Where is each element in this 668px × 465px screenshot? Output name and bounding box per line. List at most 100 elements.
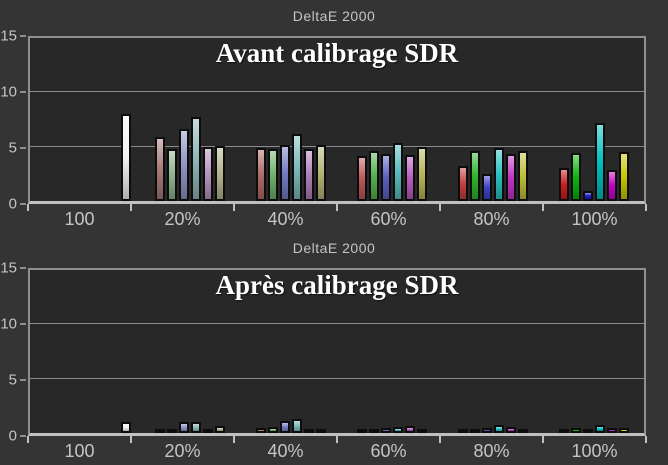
bar-cyan bbox=[594, 425, 605, 433]
bar-yellow bbox=[315, 144, 326, 201]
bar-yellow bbox=[517, 429, 528, 433]
plot-subtitle: Après calibrage SDR bbox=[215, 270, 459, 300]
bar-magenta bbox=[505, 154, 516, 201]
x-axis-tick bbox=[439, 436, 441, 443]
x-axis-tick bbox=[542, 204, 544, 211]
plot-area: Après calibrage SDR bbox=[28, 268, 646, 436]
bar-cyan bbox=[190, 422, 201, 433]
x-axis-label-60%: 60% bbox=[370, 441, 407, 461]
y-axis: 0 5 10 15 bbox=[0, 29, 26, 212]
bar-red bbox=[154, 136, 165, 201]
y-axis-tick bbox=[20, 91, 26, 93]
x-axis-label-100: 100 bbox=[64, 441, 95, 461]
bar-group-80% bbox=[442, 270, 543, 433]
bar-yellow bbox=[618, 427, 629, 433]
bar-yellow bbox=[315, 429, 326, 433]
bar-yellow bbox=[416, 429, 427, 433]
bar-blue bbox=[279, 144, 290, 201]
bar-blue bbox=[481, 427, 492, 433]
x-axis-label-100: 100 bbox=[64, 209, 95, 229]
x-axis-tick bbox=[27, 436, 29, 443]
bar-magenta bbox=[303, 148, 314, 201]
bar-magenta bbox=[404, 425, 415, 433]
x-axis-label-100%: 100% bbox=[571, 209, 618, 229]
bar-yellow bbox=[416, 146, 427, 201]
y-axis-label-15: 15 bbox=[0, 27, 17, 45]
y-axis-label-10: 10 bbox=[0, 83, 17, 101]
bar-group-40% bbox=[240, 38, 341, 201]
gridline-10 bbox=[30, 91, 644, 93]
bar-group-60% bbox=[341, 38, 442, 201]
bar-blue bbox=[481, 173, 492, 201]
bar-green bbox=[570, 428, 581, 433]
x-axis-tick bbox=[130, 204, 132, 211]
x-axis-label-20%: 20% bbox=[164, 209, 201, 229]
x-axis-tick bbox=[27, 204, 29, 211]
bar-red bbox=[558, 429, 569, 433]
x-axis-tick bbox=[645, 204, 647, 211]
bar-blue bbox=[178, 421, 189, 433]
x-axis-tick bbox=[439, 204, 441, 211]
x-axis-tick bbox=[233, 436, 235, 443]
bar-red bbox=[356, 429, 367, 433]
bar-blue bbox=[279, 421, 290, 433]
x-axis-label-80%: 80% bbox=[473, 441, 510, 461]
bar-blue bbox=[178, 129, 189, 201]
bar-red bbox=[154, 429, 165, 433]
bar-groups bbox=[30, 270, 644, 433]
bar-red bbox=[457, 429, 468, 433]
bar-magenta bbox=[202, 146, 213, 201]
gridline-5 bbox=[30, 377, 644, 379]
bar-red bbox=[558, 168, 569, 201]
bar-group-100% bbox=[543, 38, 644, 201]
chart-title: DeltaE 2000 bbox=[292, 240, 376, 256]
bar-group-100 bbox=[30, 270, 139, 433]
x-axis-labels: 100 20% 40% 60% 80% 100% bbox=[28, 436, 646, 464]
bar-magenta bbox=[404, 155, 415, 201]
bar-green bbox=[368, 429, 379, 433]
chart-apres-calibrage: DeltaE 2000 0 5 10 15 Après calibrage SDR 1… bbox=[0, 232, 668, 465]
bar-cyan bbox=[190, 117, 201, 201]
bar-groups bbox=[30, 38, 644, 201]
x-axis-tick bbox=[336, 204, 338, 211]
x-axis-label-40%: 40% bbox=[267, 209, 304, 229]
bar-yellow bbox=[618, 152, 629, 201]
bar-group-20% bbox=[139, 38, 240, 201]
bar-group-60% bbox=[341, 270, 442, 433]
bar-green bbox=[267, 427, 278, 433]
gridline-10 bbox=[30, 323, 644, 325]
y-axis-label-15: 15 bbox=[0, 259, 17, 277]
chart-avant-calibrage: DeltaE 2000 0 5 10 15 Avant calibrage SDR 1… bbox=[0, 8, 647, 229]
plot-subtitle: Avant calibrage SDR bbox=[215, 38, 459, 68]
bar-yellow bbox=[214, 426, 225, 433]
chart-title: DeltaE 2000 bbox=[292, 8, 376, 24]
plot-area: Avant calibrage SDR bbox=[28, 36, 646, 204]
bar-magenta bbox=[606, 427, 617, 433]
bar-red bbox=[255, 147, 266, 201]
y-axis-tick bbox=[20, 35, 26, 37]
bar-group-100 bbox=[30, 38, 139, 201]
bar-green bbox=[166, 429, 177, 433]
bar-blue bbox=[582, 428, 593, 433]
y-axis-tick bbox=[20, 323, 26, 325]
bar-blue bbox=[582, 191, 593, 201]
bar-group-20% bbox=[139, 270, 240, 433]
bar-magenta bbox=[303, 429, 314, 433]
bar-magenta bbox=[606, 169, 617, 201]
bar-cyan bbox=[493, 425, 504, 433]
x-axis-label-100%: 100% bbox=[571, 441, 618, 461]
y-axis-label-5: 5 bbox=[8, 371, 17, 389]
bar-green bbox=[166, 148, 177, 201]
bar-red bbox=[255, 428, 266, 433]
bar-cyan bbox=[493, 147, 504, 201]
x-axis-tick bbox=[336, 436, 338, 443]
x-axis-label-20%: 20% bbox=[164, 441, 201, 461]
x-axis-tick bbox=[130, 436, 132, 443]
y-axis-tick bbox=[20, 147, 26, 149]
x-axis-label-40%: 40% bbox=[267, 441, 304, 461]
bar-group-80% bbox=[442, 38, 543, 201]
x-axis-tick bbox=[542, 436, 544, 443]
bar-green bbox=[469, 429, 480, 433]
y-axis-tick bbox=[20, 203, 26, 205]
